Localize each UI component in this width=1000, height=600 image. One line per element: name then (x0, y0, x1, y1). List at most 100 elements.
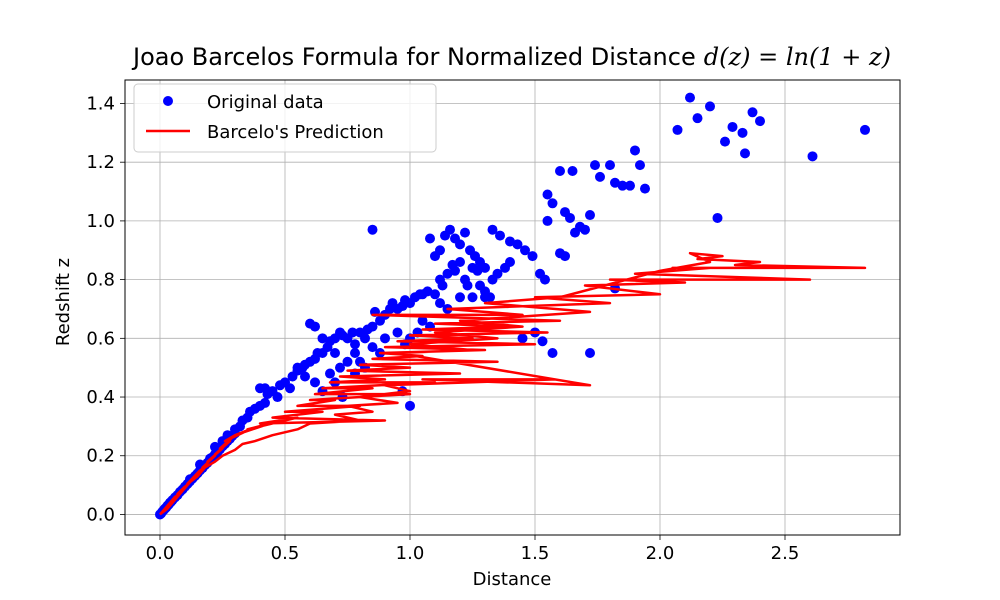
data-point (487, 224, 498, 235)
data-point (495, 230, 505, 241)
data-point (520, 245, 530, 256)
data-point (542, 189, 553, 200)
data-point (335, 362, 345, 373)
legend-label-original-data: Original data (207, 92, 324, 113)
x-tick-label: 1.0 (396, 543, 425, 564)
data-point (540, 274, 550, 285)
data-point (672, 124, 683, 135)
data-point (492, 268, 503, 279)
data-point (605, 160, 615, 171)
data-point (367, 342, 378, 353)
data-point (360, 333, 370, 344)
data-point (260, 383, 270, 394)
y-tick-label: 1.0 (86, 211, 115, 232)
data-point (712, 212, 723, 223)
y-tick-label: 1.2 (86, 152, 115, 173)
series-layer (155, 92, 870, 520)
x-tick-label: 0.0 (146, 543, 175, 564)
data-point (455, 292, 465, 303)
data-point (720, 136, 730, 147)
data-point (740, 148, 750, 159)
data-point (460, 227, 470, 238)
legend-box (133, 83, 437, 153)
data-point (272, 392, 283, 403)
data-point (610, 177, 620, 188)
data-point (585, 210, 595, 221)
x-tick-label: 2.0 (646, 543, 675, 564)
data-point (422, 286, 433, 297)
y-tick-label: 0.0 (86, 504, 115, 525)
data-point (367, 224, 378, 235)
data-point (505, 236, 515, 247)
series-barcelo-prediction-line (159, 251, 867, 516)
data-point (630, 145, 640, 156)
y-axis-label: Redshift z (53, 258, 74, 346)
data-point (547, 198, 558, 209)
data-point (367, 321, 378, 332)
y-tick-label: 0.2 (86, 446, 115, 467)
data-point (727, 121, 738, 132)
data-point (442, 268, 453, 279)
y-tick-label: 0.4 (86, 387, 115, 408)
data-point (527, 251, 538, 262)
y-tick-label: 0.8 (86, 270, 115, 291)
data-point (342, 356, 353, 367)
data-point (685, 92, 695, 103)
data-point (580, 224, 590, 235)
chart-title-text: Joao Barcelos Formula for Normalized Dis… (131, 43, 696, 71)
data-point (640, 183, 650, 194)
data-point (462, 280, 473, 291)
data-point (455, 257, 465, 267)
data-point (472, 265, 483, 276)
chart-title-math: d(z) = ln(1 + z) (704, 43, 891, 71)
series-original-data (155, 92, 870, 520)
data-point (380, 333, 390, 344)
x-axis-ticks: 0.0 0.5 1.0 1.5 2.0 2.5 (146, 535, 800, 564)
data-point (450, 265, 460, 276)
data-point (635, 160, 645, 171)
data-point (755, 116, 765, 127)
data-point (325, 368, 335, 379)
data-point (310, 377, 320, 388)
data-point (747, 107, 758, 118)
chart-title: Joao Barcelos Formula for Normalized Dis… (131, 43, 891, 71)
data-point (330, 348, 340, 358)
data-point (505, 257, 515, 267)
data-point (560, 251, 570, 262)
data-point (350, 339, 360, 350)
data-point (417, 315, 428, 326)
data-point (260, 397, 270, 408)
data-point (565, 212, 575, 223)
data-point (617, 180, 628, 191)
data-point (555, 166, 565, 176)
data-point (435, 298, 445, 309)
data-point (542, 215, 553, 226)
data-point (807, 151, 818, 162)
data-point (435, 245, 445, 256)
data-point (350, 348, 360, 358)
data-point (405, 400, 415, 411)
x-tick-label: 1.5 (521, 543, 550, 564)
y-tick-label: 1.4 (86, 93, 115, 114)
data-point (512, 239, 523, 250)
x-tick-label: 2.5 (771, 543, 800, 564)
data-point (737, 127, 748, 138)
data-point (567, 166, 578, 176)
data-point (292, 362, 303, 373)
y-tick-label: 0.6 (86, 328, 115, 349)
legend-label-barcelo-prediction: Barcelo's Prediction (207, 122, 384, 143)
y-axis-ticks: 0.0 0.2 0.4 0.6 0.8 1.0 1.2 1.4 (86, 93, 125, 525)
data-point (285, 383, 295, 394)
x-tick-label: 0.5 (271, 543, 300, 564)
data-point (692, 113, 703, 124)
data-point (537, 336, 548, 347)
data-point (860, 124, 870, 135)
legend-marker-original-data (163, 96, 173, 106)
x-axis-label: Distance (473, 569, 552, 590)
data-point (300, 371, 310, 382)
data-point (347, 327, 358, 338)
data-point (437, 280, 448, 291)
data-point (317, 333, 328, 344)
data-point (392, 327, 403, 338)
legend: Original data Barcelo's Prediction (133, 83, 437, 153)
